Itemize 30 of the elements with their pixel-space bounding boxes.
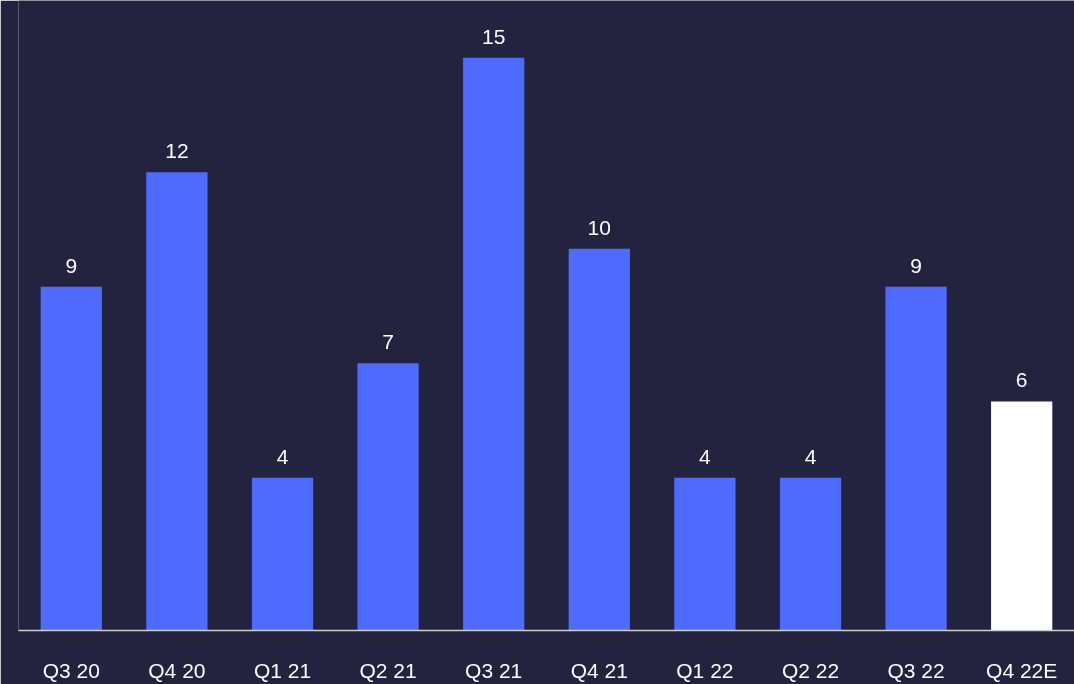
x-tick-label: Q4 21 bbox=[570, 658, 628, 682]
bar bbox=[568, 248, 630, 631]
data-label: 15 bbox=[482, 24, 506, 48]
data-label: 12 bbox=[165, 139, 189, 163]
data-label: 7 bbox=[382, 330, 394, 354]
bar bbox=[674, 477, 736, 631]
bar bbox=[779, 477, 842, 631]
data-label: 4 bbox=[276, 444, 289, 468]
bar bbox=[251, 477, 314, 631]
bar bbox=[40, 286, 102, 631]
x-tick-label: Q3 22 bbox=[887, 658, 945, 682]
data-label: 9 bbox=[910, 253, 922, 277]
bar bbox=[357, 363, 419, 631]
bar bbox=[991, 401, 1053, 631]
x-tick-label: Q1 22 bbox=[676, 658, 734, 682]
bar bbox=[885, 286, 947, 631]
data-label: 6 bbox=[1015, 368, 1028, 392]
bar bbox=[146, 172, 208, 631]
bar bbox=[463, 57, 525, 631]
data-label: 9 bbox=[65, 253, 78, 277]
data-label: 4 bbox=[699, 444, 712, 468]
x-tick-label: Q2 21 bbox=[359, 658, 417, 682]
x-tick-label: Q1 21 bbox=[253, 658, 312, 682]
x-tick-label: Q3 20 bbox=[42, 658, 100, 682]
x-tick-label: Q2 22 bbox=[781, 658, 840, 682]
data-label: 4 bbox=[804, 444, 817, 468]
x-tick-label: Q4 20 bbox=[148, 658, 206, 682]
x-tick-label: Q4 22E bbox=[986, 658, 1058, 682]
x-tick-label: Q3 21 bbox=[465, 658, 523, 682]
data-label: 10 bbox=[587, 215, 611, 239]
